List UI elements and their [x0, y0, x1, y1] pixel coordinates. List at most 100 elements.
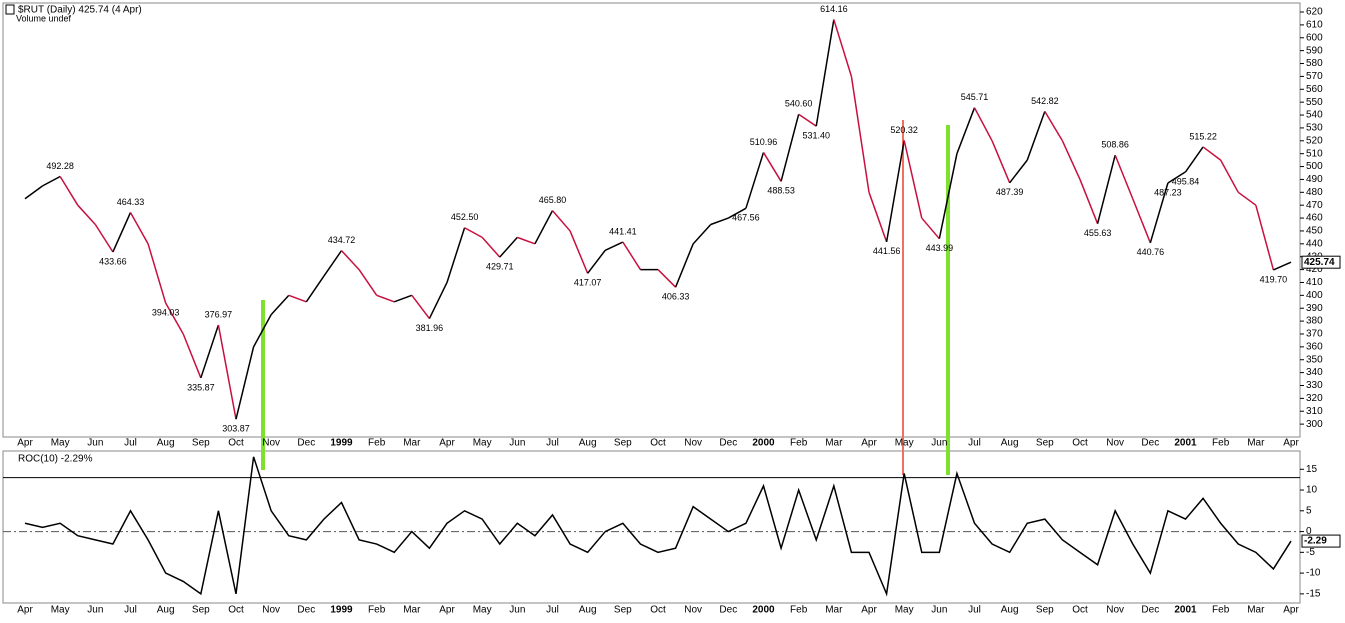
value-label: 443.99 [926, 243, 954, 253]
y-tick-label: 620 [1306, 7, 1323, 18]
value-label: 452.50 [451, 212, 479, 222]
y-tick-label: 510 [1306, 148, 1323, 159]
value-label: 417.07 [574, 278, 602, 288]
x-tick-label: May [473, 438, 492, 449]
value-label: 487.23 [1154, 187, 1182, 197]
x-tick-label: Aug [157, 605, 175, 616]
price-segment [77, 204, 96, 226]
x-tick-label: Dec [719, 605, 737, 616]
x-tick-label: Apr [1283, 438, 1299, 449]
value-label: 376.97 [205, 309, 233, 319]
x-tick-label: Aug [157, 438, 175, 449]
x-tick-label: Jun [87, 438, 103, 449]
price-segment [94, 224, 114, 253]
x-tick-label: Mar [1247, 438, 1265, 449]
value-label: 434.72 [328, 235, 356, 245]
price-segment [815, 19, 835, 127]
x-tick-label: Sep [1036, 438, 1054, 449]
y-tick-label: 420 [1306, 264, 1323, 275]
price-segment [252, 314, 272, 348]
y-tick-label: 15 [1306, 464, 1318, 475]
y-tick-label: 10 [1306, 485, 1318, 496]
price-segment [305, 275, 325, 303]
price-segment [903, 140, 923, 219]
roc-title: ROC(10) -2.29% [18, 454, 93, 465]
x-tick-label: Apr [17, 438, 33, 449]
y-tick-label: 500 [1306, 161, 1323, 172]
price-segment [411, 294, 431, 320]
x-tick-label: Oct [650, 605, 666, 616]
x-tick-label: Dec [1141, 438, 1159, 449]
x-tick-label: Oct [228, 438, 244, 449]
y-tick-label: 520 [1306, 135, 1323, 146]
x-tick-label: Aug [1001, 605, 1019, 616]
x-tick-label: Mar [825, 605, 843, 616]
y-tick-label: 570 [1306, 71, 1323, 82]
price-segment [622, 241, 642, 270]
price-panel [2, 2, 1301, 438]
price-segment [938, 153, 958, 239]
x-tick-label: Jun [509, 438, 525, 449]
x-tick-label: Feb [368, 605, 386, 616]
x-tick-label: Oct [1072, 605, 1088, 616]
price-segment [868, 192, 888, 243]
price-segment [499, 236, 518, 258]
y-tick-label: 400 [1306, 290, 1323, 301]
price-segment [1184, 146, 1204, 173]
x-tick-label: Feb [368, 438, 386, 449]
price-segment [1132, 198, 1152, 244]
price-segment [1237, 191, 1257, 206]
price-segment [235, 346, 255, 420]
x-tick-label: Apr [17, 605, 33, 616]
x-tick-label: 1999 [330, 438, 353, 449]
price-segment [956, 107, 976, 154]
x-tick-label: Nov [262, 438, 280, 449]
price-segment [1009, 159, 1028, 184]
x-tick-label: Nov [262, 605, 280, 616]
x-tick-label: Mar [1247, 605, 1265, 616]
x-tick-label: Dec [297, 605, 315, 616]
x-tick-label: Sep [614, 438, 632, 449]
price-segment [727, 207, 747, 219]
x-tick-label: Aug [579, 438, 597, 449]
roc-line [24, 456, 1292, 597]
price-segment [991, 140, 1011, 184]
price-segment [200, 324, 220, 379]
value-label: 465.80 [539, 195, 567, 205]
value-label: 540.60 [785, 99, 813, 109]
x-tick-label: 2001 [1174, 438, 1197, 449]
price-segment [587, 249, 606, 274]
x-tick-label: Feb [790, 438, 808, 449]
price-segment [710, 217, 729, 226]
x-tick-label: 2001 [1174, 605, 1197, 616]
y-tick-label: 590 [1306, 45, 1323, 56]
price-segment [59, 176, 79, 206]
x-tick-label: May [473, 605, 492, 616]
price-segment [569, 230, 589, 274]
y-tick-label: 530 [1306, 123, 1323, 134]
price-segment [551, 210, 571, 232]
y-tick-label: 450 [1306, 226, 1323, 237]
price-segment [1273, 261, 1292, 271]
value-label: 531.40 [802, 130, 830, 140]
value-label: 303.87 [222, 424, 250, 434]
y-tick-label: 0 [1306, 526, 1312, 537]
price-segment [1026, 111, 1046, 161]
y-tick-label: 5 [1306, 505, 1312, 516]
y-tick-label: -15 [1306, 589, 1321, 600]
y-tick-label: 370 [1306, 329, 1323, 340]
x-tick-label: Jul [546, 438, 559, 449]
x-tick-label: Apr [439, 605, 455, 616]
x-tick-label: 1999 [330, 605, 353, 616]
price-segment [534, 210, 554, 245]
x-tick-label: May [895, 438, 914, 449]
last-value-box [1301, 255, 1341, 269]
last-value-label: -2.29 [1304, 536, 1327, 547]
x-tick-label: Dec [719, 438, 737, 449]
y-tick-label: 480 [1306, 187, 1323, 198]
x-tick-label: Feb [1212, 438, 1230, 449]
x-tick-label: Sep [192, 438, 210, 449]
y-tick-label: 550 [1306, 97, 1323, 108]
price-segment [517, 236, 536, 245]
value-label: 488.53 [767, 186, 795, 196]
